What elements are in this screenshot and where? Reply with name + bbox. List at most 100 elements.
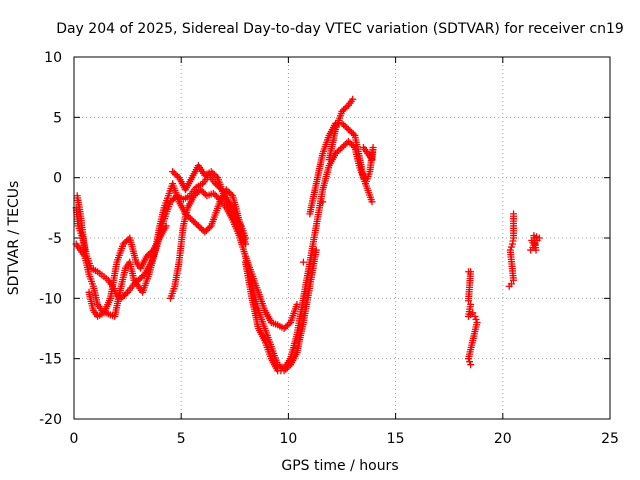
- data-point-fill: [282, 365, 290, 373]
- data-point-fill: [190, 217, 198, 225]
- data-point: [280, 367, 288, 375]
- data-point-fill: [138, 273, 146, 281]
- data-point: [471, 312, 479, 320]
- data-point: [368, 198, 376, 206]
- data-point-fill: [123, 237, 131, 245]
- grid-lines: [74, 57, 610, 419]
- data-point-fill: [340, 106, 348, 114]
- data-point-fill: [283, 364, 291, 372]
- data-point-fill: [145, 251, 153, 259]
- data-point-fill: [211, 191, 219, 199]
- y-tick-label: -5: [48, 231, 62, 247]
- x-tick-label: 5: [177, 431, 186, 447]
- data-point-fill: [346, 127, 354, 135]
- y-tick-label: -10: [39, 291, 62, 307]
- data-point-fill: [336, 145, 344, 153]
- data-point: [506, 246, 514, 254]
- data-point-fill: [341, 104, 349, 112]
- data-point-fill: [202, 226, 210, 234]
- data-point: [280, 325, 288, 332]
- data-point: [528, 236, 536, 244]
- data-point-fill: [333, 148, 341, 156]
- y-tick-label: 10: [44, 50, 62, 66]
- data-point: [196, 186, 204, 194]
- data-point-fill: [146, 249, 154, 257]
- data-point-fill: [341, 122, 349, 130]
- data-point-fill: [204, 225, 212, 233]
- data-point-fill: [121, 239, 129, 247]
- data-point: [119, 240, 127, 248]
- data-point-fill: [349, 142, 357, 150]
- data-point-fill: [172, 171, 180, 179]
- data-point-fill: [170, 195, 178, 203]
- data-point-fill: [348, 128, 356, 136]
- chart-title: Day 204 of 2025, Sidereal Day-to-day VTE…: [56, 21, 624, 37]
- data-point-fill: [340, 142, 348, 150]
- data-point-fill: [139, 272, 147, 280]
- data-point-fill: [283, 321, 291, 329]
- data-point-fill: [507, 243, 515, 251]
- data-point: [312, 246, 320, 254]
- data-point-fill: [343, 103, 351, 111]
- data-point: [188, 216, 196, 224]
- data-point: [143, 252, 151, 260]
- data-point: [166, 198, 174, 206]
- data-point: [469, 309, 477, 317]
- data-point: [467, 361, 475, 369]
- data-point-fill: [122, 290, 130, 298]
- data-point-fill: [191, 219, 199, 227]
- data-point-fill: [193, 220, 201, 228]
- data-point: [293, 300, 301, 308]
- data-point: [169, 168, 177, 176]
- data-point-fill: [170, 169, 178, 177]
- data-points: [72, 95, 543, 375]
- data-point: [209, 189, 217, 197]
- data-point-fill: [214, 194, 222, 202]
- data-point-fill: [201, 190, 209, 198]
- data-point-fill: [193, 189, 201, 197]
- data-point: [507, 280, 515, 288]
- data-point-fill: [225, 189, 233, 197]
- data-point-fill: [192, 190, 200, 198]
- data-point-fill: [227, 190, 235, 198]
- x-tick-label: 25: [601, 431, 619, 447]
- data-point-fill: [198, 225, 206, 233]
- data-point: [319, 198, 327, 206]
- data-point: [338, 107, 346, 115]
- x-tick-label: 20: [494, 431, 512, 447]
- x-tick-label: 0: [70, 431, 79, 447]
- data-point-fill: [206, 223, 214, 231]
- data-point-fill: [200, 189, 208, 197]
- data-point: [338, 144, 346, 151]
- data-point-fill: [340, 121, 348, 129]
- data-point: [464, 297, 472, 305]
- data-point-fill: [466, 358, 474, 366]
- x-tick-label: 15: [387, 431, 405, 447]
- data-point: [207, 168, 215, 176]
- y-axis-label: SDTVAR / TECUs: [6, 181, 22, 296]
- data-point-fill: [186, 214, 194, 222]
- x-axis-label: GPS time / hours: [281, 458, 398, 474]
- data-point: [212, 180, 220, 188]
- data-point: [162, 222, 170, 230]
- data-point-fill: [348, 140, 356, 148]
- data-point-fill: [198, 187, 206, 195]
- data-point-fill: [209, 169, 217, 177]
- axis-ticks: 0 5 10 15 20 25 -20 -15 -10 -5 0 5 10: [39, 50, 619, 447]
- data-point: [194, 222, 202, 230]
- data-point: [510, 210, 518, 218]
- data-point-fill: [136, 275, 144, 283]
- y-tick-label: -15: [39, 352, 62, 368]
- data-point-fill: [349, 130, 357, 138]
- data-point: [201, 228, 209, 236]
- data-point: [464, 355, 472, 363]
- data-point-fill: [148, 248, 156, 256]
- data-point-fill: [346, 139, 354, 147]
- data-point-fill: [343, 124, 351, 132]
- data-point: [299, 258, 307, 266]
- data-point-fill: [196, 223, 204, 231]
- data-point-fill: [210, 171, 218, 179]
- data-point: [344, 125, 352, 133]
- data-point: [190, 192, 198, 200]
